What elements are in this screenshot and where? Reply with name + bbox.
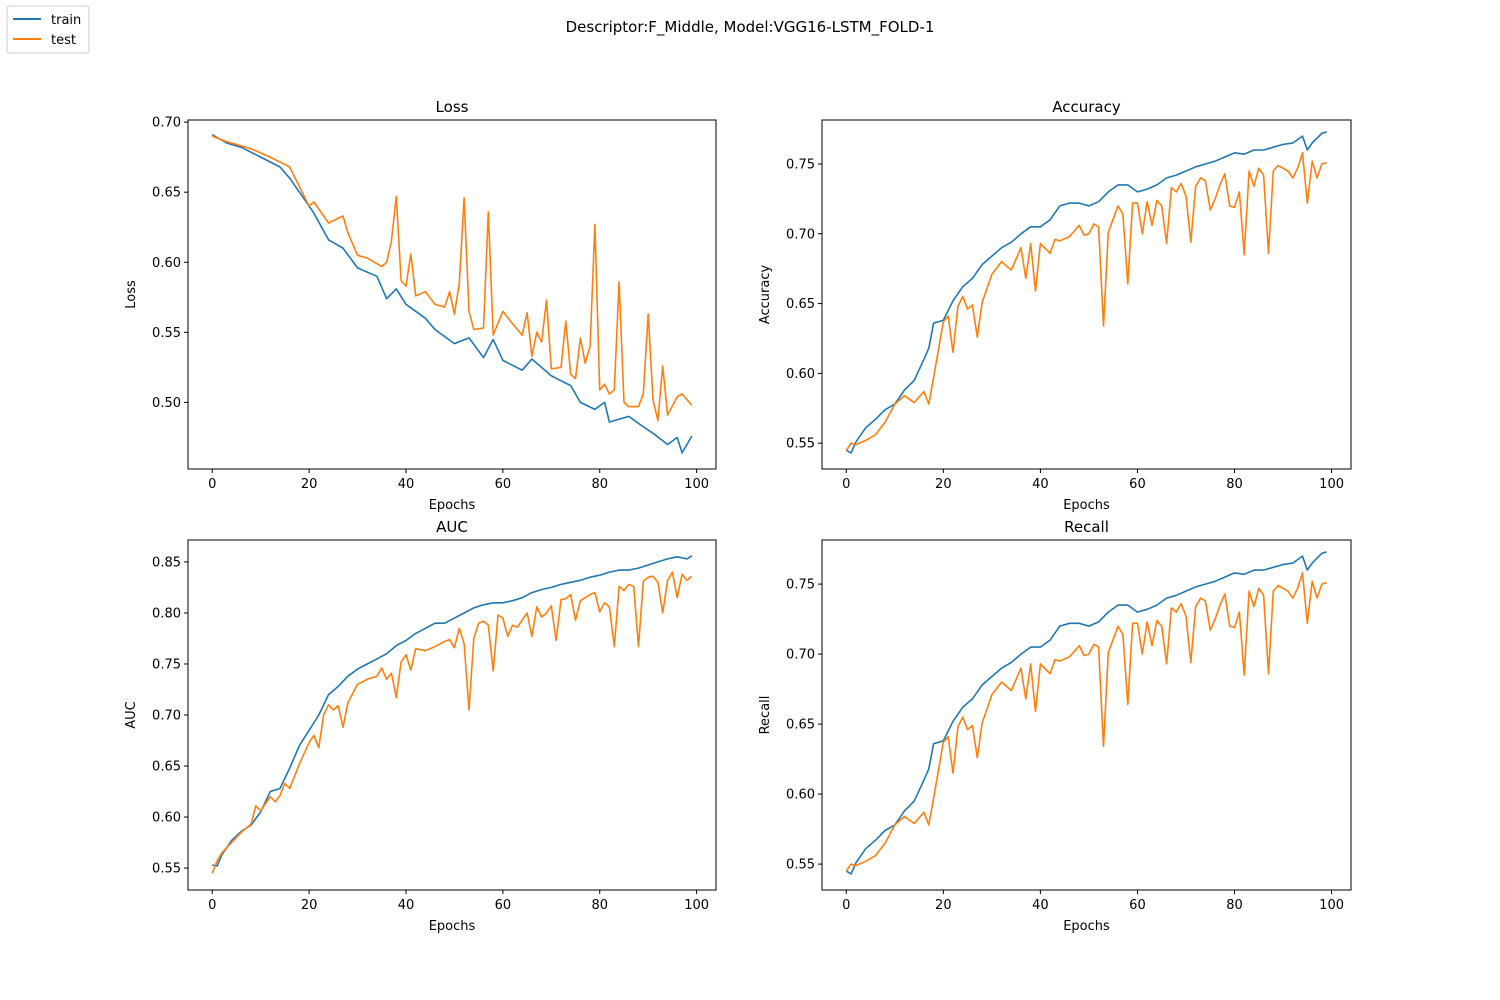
auc-xtick-label: 60	[495, 898, 512, 913]
recall-xtick-label: 40	[1032, 898, 1049, 913]
auc-panel: AUC 0 20 40 60 80 100 0.55 0.60 0.65 0.70 0.75 0.80 0…	[124, 518, 717, 934]
accuracy-xtick-label: 80	[1226, 477, 1243, 492]
loss-xtick-label: 0	[208, 477, 216, 492]
loss-xlabel: Epochs	[429, 498, 476, 513]
auc-ytick-label: 0.65	[152, 760, 181, 775]
auc-ytick-label: 0.75	[152, 657, 181, 672]
recall-train-line	[845, 551, 1327, 875]
loss-xtick-label: 20	[301, 477, 318, 492]
accuracy-xtick-label: 20	[935, 477, 952, 492]
accuracy-ytick-label: 0.55	[786, 437, 815, 452]
auc-ylabel: AUC	[124, 701, 139, 729]
accuracy-xtick-label: 40	[1032, 477, 1049, 492]
legend-test-label: test	[51, 33, 76, 48]
auc-xtick-label: 100	[684, 898, 709, 913]
accuracy-ylabel: Accuracy	[758, 265, 773, 325]
auc-ytick-label: 0.70	[152, 709, 181, 724]
accuracy-xtick-label: 0	[842, 477, 850, 492]
accuracy-ytick-label: 0.70	[786, 227, 815, 242]
accuracy-ytick-label: 0.60	[786, 367, 815, 382]
legend-train-label: train	[51, 13, 81, 28]
accuracy-xtick-label: 100	[1319, 477, 1344, 492]
auc-xtick-label: 80	[591, 898, 608, 913]
recall-xtick-label: 60	[1129, 898, 1146, 913]
auc-test-line	[211, 571, 693, 874]
recall-axes-frame	[821, 539, 1352, 891]
auc-xtick-label: 40	[398, 898, 415, 913]
accuracy-train-line	[845, 131, 1327, 454]
legend-frame	[6, 5, 90, 54]
accuracy-ytick-label: 0.75	[786, 157, 815, 172]
loss-ytick-label: 0.55	[152, 326, 181, 341]
recall-xlabel: Epochs	[1063, 919, 1110, 934]
recall-ytick-label: 0.65	[786, 718, 815, 733]
auc-ytick-label: 0.55	[152, 862, 181, 877]
loss-ylabel: Loss	[124, 280, 139, 309]
auc-ytick-label: 0.80	[152, 606, 181, 621]
auc-train-line	[212, 555, 693, 867]
loss-train-line	[211, 134, 693, 454]
loss-ytick-label: 0.70	[152, 116, 181, 131]
loss-xtick-label: 60	[495, 477, 512, 492]
accuracy-title: Accuracy	[1052, 98, 1121, 116]
loss-panel: Loss 0 20 40 60 80 100 0.50 0.55 0.60 0.65 0.70 Epoc…	[124, 98, 717, 513]
recall-test-line	[845, 572, 1327, 872]
recall-panel: Recall 0 20 40 60 80 100 0.55 0.60 0.65 0.70 0.75 Ep…	[758, 518, 1352, 934]
recall-ytick-label: 0.75	[786, 578, 815, 593]
auc-xlabel: Epochs	[429, 919, 476, 934]
loss-xtick-label: 100	[684, 477, 709, 492]
accuracy-xlabel: Epochs	[1063, 498, 1110, 513]
loss-axes-frame	[187, 119, 717, 470]
recall-xtick-label: 20	[935, 898, 952, 913]
figure-suptitle: Descriptor:F_Middle, Model:VGG16-LSTM_FO…	[566, 18, 935, 37]
figure-legend: train test	[6, 5, 90, 54]
accuracy-axes-frame	[821, 119, 1352, 470]
recall-xtick-label: 0	[842, 898, 850, 913]
accuracy-panel: Accuracy 0 20 40 60 80 100 0.55 0.60 0.65 0.70 0.75…	[758, 98, 1352, 513]
loss-ytick-label: 0.65	[152, 186, 181, 201]
accuracy-xtick-label: 60	[1129, 477, 1146, 492]
recall-ytick-label: 0.70	[786, 648, 815, 663]
auc-xtick-label: 0	[208, 898, 216, 913]
recall-xtick-label: 100	[1319, 898, 1344, 913]
loss-test-line	[211, 135, 693, 422]
auc-ytick-label: 0.85	[152, 555, 181, 570]
recall-title: Recall	[1064, 518, 1109, 536]
loss-ytick-label: 0.50	[152, 396, 181, 411]
recall-xtick-label: 80	[1226, 898, 1243, 913]
auc-xtick-label: 20	[301, 898, 318, 913]
recall-ytick-label: 0.55	[786, 858, 815, 873]
auc-ytick-label: 0.60	[152, 811, 181, 826]
loss-xtick-label: 80	[591, 477, 608, 492]
recall-ylabel: Recall	[758, 696, 773, 735]
recall-ytick-label: 0.60	[786, 788, 815, 803]
loss-xtick-label: 40	[398, 477, 415, 492]
auc-title: AUC	[436, 518, 468, 536]
accuracy-ytick-label: 0.65	[786, 297, 815, 312]
accuracy-test-line	[845, 152, 1327, 451]
loss-ytick-label: 0.60	[152, 256, 181, 271]
loss-title: Loss	[436, 98, 469, 116]
